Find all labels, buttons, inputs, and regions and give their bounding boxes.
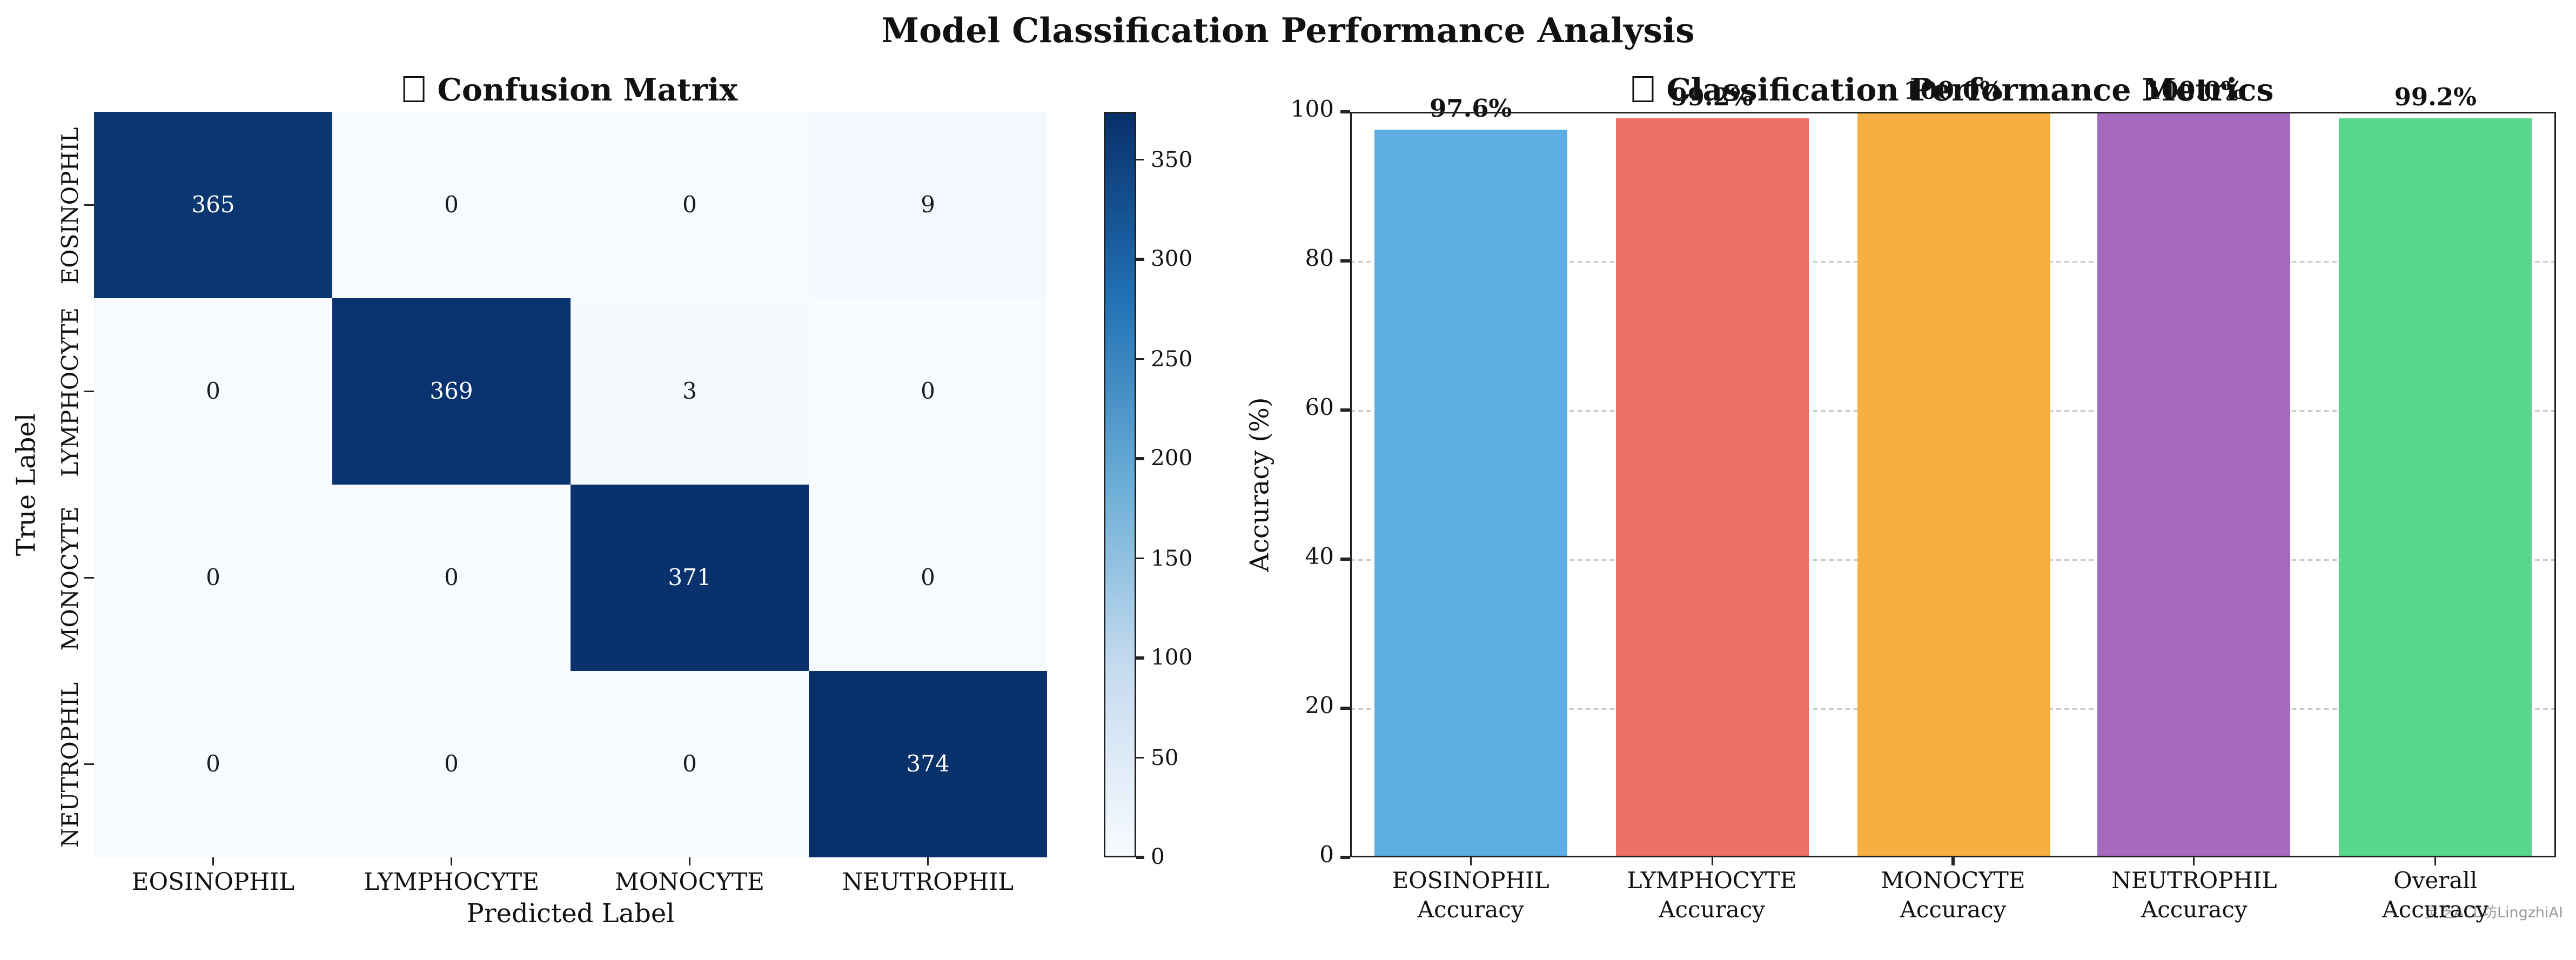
bar-xtick: [1952, 857, 1954, 865]
colorbar-tick: [1136, 657, 1144, 659]
bar-ytick: [1340, 260, 1350, 262]
heatmap-xtick: [927, 857, 929, 865]
heatmap-ytick-label: EOSINOPHIL: [58, 126, 84, 284]
bar-ytick-label: 60: [1305, 395, 1334, 421]
bar-lymphocyte: [1615, 118, 1809, 857]
colorbar-tick-label: 200: [1151, 446, 1193, 472]
watermark: 灵芝AI工坊LingzhiAI: [2424, 906, 2563, 922]
bar-overall: [2339, 118, 2532, 857]
bar-xtick-label: MONOCYTE Accuracy: [1881, 869, 2025, 924]
heatmap-ytick: [84, 576, 94, 579]
bar-xtick-label: EOSINOPHIL Accuracy: [1392, 869, 1549, 924]
bar-ytick: [1340, 707, 1350, 709]
heatmap-ytick-label: MONOCYTE: [58, 505, 84, 650]
colorbar-tick: [1136, 756, 1144, 759]
heatmap-cell: 9: [809, 112, 1047, 298]
bar-xtick: [2434, 857, 2437, 865]
heatmap-xtick: [212, 857, 214, 865]
bar-ytick: [1340, 409, 1350, 411]
figure-title: Model Classification Performance Analysi…: [881, 10, 1695, 50]
bar-value-label: 97.6%: [1429, 94, 1512, 124]
heatmap-xtick: [450, 857, 453, 865]
bar-ytick-label: 100: [1290, 97, 1334, 123]
bar-xtick: [1710, 857, 1713, 865]
colorbar-tick: [1136, 158, 1144, 161]
bar-ytick-label: 20: [1305, 694, 1334, 720]
bar-monocyte: [1856, 112, 2050, 857]
colorbar-tick: [1136, 458, 1144, 460]
heatmap-xlabel: Predicted Label: [466, 898, 675, 929]
heatmap-title-text: Confusion Matrix: [437, 73, 738, 109]
bar-value-label: 100.0%: [1903, 76, 2003, 105]
colorbar-tick-label: 350: [1151, 146, 1193, 173]
bar-chart-title-text: Classification Performance Metrics: [1666, 73, 2274, 109]
heatmap-cell: 0: [332, 671, 571, 857]
colorbar-tick-label: 150: [1151, 545, 1193, 572]
bar-ytick-label: 40: [1305, 545, 1334, 570]
heatmap-ytick-label: NEUTROPHIL: [58, 681, 84, 847]
bar-xtick-label: LYMPHOCYTE Accuracy: [1627, 869, 1797, 924]
heatmap-cell: 0: [571, 112, 809, 298]
bar-neutrophil: [2097, 112, 2291, 857]
heatmap-cell: 365: [94, 112, 332, 298]
heatmap-cell: 0: [332, 485, 571, 671]
heatmap-ytick-label: LYMPHOCYTE: [58, 306, 84, 476]
bar-chart-title: Classification Performance Metrics: [1632, 73, 2274, 109]
bar-value-label: 99.2%: [1671, 82, 1753, 112]
colorbar-tick-label: 0: [1151, 844, 1165, 870]
heatmap-ytick: [84, 204, 94, 206]
colorbar-tick: [1136, 358, 1144, 360]
bar-chart-axes: 97.6% 99.2% 100.0% 100.0% 99.2%: [1350, 76, 2556, 857]
colorbar-tick: [1136, 258, 1144, 260]
heatmap-ytick: [84, 390, 94, 393]
colorbar-tick: [1136, 557, 1144, 560]
heatmap-cell: 0: [332, 112, 571, 298]
bar-ytick: [1340, 558, 1350, 560]
heatmap-xtick-label: NEUTROPHIL: [842, 870, 1014, 896]
bar-value-label: 99.2%: [2394, 82, 2477, 112]
bar-xtick: [1470, 857, 1472, 865]
heatmap-xtick-label: LYMPHOCYTE: [363, 870, 540, 896]
heatmap-cell: 369: [332, 298, 571, 485]
colorbar-tick-label: 300: [1151, 246, 1193, 273]
colorbar-tick: [1136, 856, 1144, 858]
bar-ylabel: Accuracy (%): [1244, 397, 1275, 572]
heatmap-ytick: [84, 763, 94, 766]
heatmap-title: Confusion Matrix: [403, 73, 738, 109]
heatmap-cell: 371: [571, 485, 809, 671]
colorbar-tick-label: 50: [1151, 744, 1179, 771]
heatmap-xtick: [688, 857, 691, 865]
heatmap-xtick-label: EOSINOPHIL: [131, 870, 295, 896]
colorbar-tick-label: 100: [1151, 645, 1193, 671]
heatmap-cell: 0: [94, 485, 332, 671]
bar-ytick: [1340, 856, 1350, 858]
confusion-matrix-heatmap: 365 0 0 9 0 369 3 0 0 0 371 0 0 0 0 374: [94, 112, 1047, 857]
heatmap-cell: 0: [809, 298, 1047, 485]
missing-glyph-icon: [1632, 76, 1654, 102]
heatmap-cell: 0: [571, 671, 809, 857]
heatmap-cell: 0: [94, 298, 332, 485]
heatmap-cell: 3: [571, 298, 809, 485]
heatmap-cell: 374: [809, 671, 1047, 857]
bar-ytick: [1340, 111, 1350, 113]
bar-xtick: [2193, 857, 2196, 865]
bar-xtick-label: NEUTROPHIL Accuracy: [2111, 869, 2277, 924]
colorbar: [1104, 112, 1136, 857]
bar-value-label: 100.0%: [2144, 76, 2244, 105]
heatmap-xtick-label: MONOCYTE: [615, 870, 764, 896]
heatmap-cell: 0: [94, 671, 332, 857]
bar-eosinophil: [1374, 130, 1567, 857]
bar-ytick-label: 80: [1305, 246, 1334, 272]
heatmap-ylabel: True Label: [10, 413, 42, 556]
bar-ytick-label: 0: [1319, 843, 1334, 869]
colorbar-tick-label: 250: [1151, 346, 1193, 372]
heatmap-cell: 0: [809, 485, 1047, 671]
missing-glyph-icon: [403, 76, 425, 102]
bar-xtick-label: Overall Accuracy: [2382, 869, 2489, 924]
